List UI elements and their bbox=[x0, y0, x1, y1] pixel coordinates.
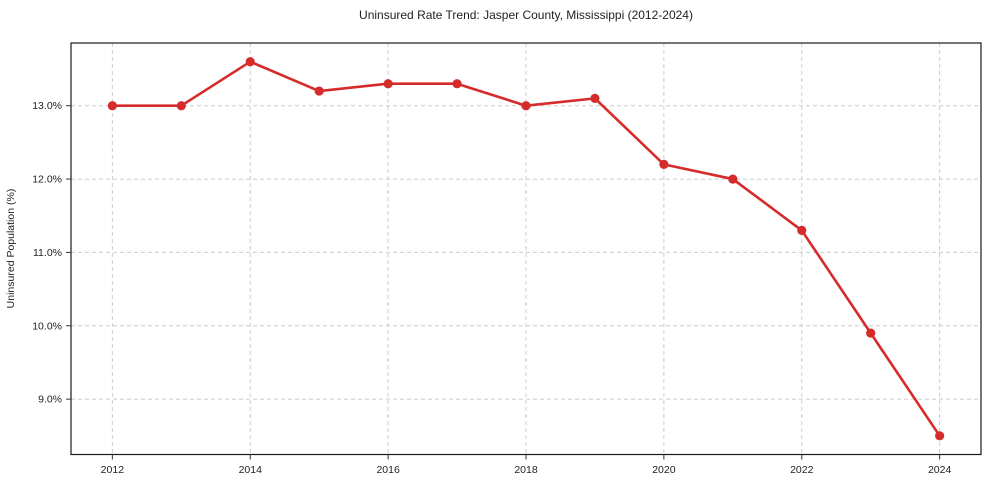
x-tick-label: 2014 bbox=[239, 464, 263, 476]
x-tick-label: 2018 bbox=[514, 464, 538, 476]
data-point-marker bbox=[728, 174, 738, 184]
data-point-marker bbox=[659, 159, 669, 169]
axes: 9.0% 10.0% 11.0% 12.0% 13.0% 2012 2014 2016 2018… bbox=[32, 42, 982, 476]
data-point-marker bbox=[521, 101, 531, 111]
data-point-marker bbox=[314, 86, 324, 96]
chart-title: Uninsured Rate Trend: Jasper County, Mis… bbox=[359, 8, 693, 22]
data-point-marker bbox=[176, 101, 186, 111]
y-tick-label: 12.0% bbox=[32, 174, 62, 186]
x-tick-label: 2024 bbox=[928, 464, 952, 476]
line-series bbox=[107, 57, 945, 441]
data-point-marker bbox=[935, 431, 945, 441]
data-point-marker bbox=[866, 328, 876, 338]
x-tick-label: 2022 bbox=[790, 464, 814, 476]
y-tick-label: 13.0% bbox=[32, 100, 62, 112]
data-point-marker bbox=[107, 101, 117, 111]
y-tick-label: 9.0% bbox=[38, 394, 62, 406]
data-point-marker bbox=[452, 79, 462, 89]
x-tick-label: 2020 bbox=[652, 464, 676, 476]
data-point-marker bbox=[383, 79, 393, 89]
y-axis-label: Uninsured Population (%) bbox=[5, 189, 17, 309]
data-point-marker bbox=[590, 93, 600, 103]
data-point-marker bbox=[245, 57, 255, 67]
x-tick-label: 2016 bbox=[376, 464, 400, 476]
y-tick-label: 10.0% bbox=[32, 320, 62, 332]
x-tick-label: 2012 bbox=[101, 464, 125, 476]
gridlines bbox=[71, 43, 981, 455]
y-tick-label: 11.0% bbox=[33, 247, 62, 259]
data-point-marker bbox=[797, 225, 807, 236]
